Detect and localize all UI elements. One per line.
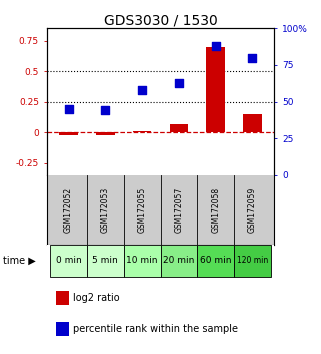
Bar bbox=[243, 114, 262, 132]
Bar bbox=[56, 322, 69, 336]
Bar bbox=[87, 245, 124, 277]
Text: time ▶: time ▶ bbox=[3, 256, 36, 266]
Title: GDS3030 / 1530: GDS3030 / 1530 bbox=[104, 13, 217, 27]
Bar bbox=[96, 132, 115, 135]
Text: 10 min: 10 min bbox=[126, 256, 158, 266]
Bar bbox=[50, 245, 87, 277]
Bar bbox=[197, 245, 234, 277]
Text: GSM172053: GSM172053 bbox=[101, 187, 110, 233]
Bar bbox=[170, 124, 188, 132]
Bar bbox=[56, 291, 69, 305]
Text: 0 min: 0 min bbox=[56, 256, 82, 266]
Text: log2 ratio: log2 ratio bbox=[73, 293, 119, 303]
Point bbox=[103, 108, 108, 113]
Text: 120 min: 120 min bbox=[237, 256, 268, 266]
Text: GSM172059: GSM172059 bbox=[248, 187, 257, 233]
Text: GSM172052: GSM172052 bbox=[64, 187, 73, 233]
Point bbox=[140, 87, 145, 93]
Point bbox=[176, 80, 181, 85]
Bar bbox=[206, 47, 225, 132]
Text: 20 min: 20 min bbox=[163, 256, 195, 266]
Text: 5 min: 5 min bbox=[92, 256, 118, 266]
Point bbox=[213, 43, 218, 49]
Bar bbox=[133, 131, 151, 132]
Text: GSM172057: GSM172057 bbox=[174, 187, 183, 233]
Text: GSM172058: GSM172058 bbox=[211, 187, 220, 233]
Bar bbox=[124, 245, 160, 277]
Text: 60 min: 60 min bbox=[200, 256, 231, 266]
Text: percentile rank within the sample: percentile rank within the sample bbox=[73, 324, 238, 335]
Point bbox=[66, 106, 71, 112]
Text: GSM172055: GSM172055 bbox=[138, 187, 147, 233]
Bar bbox=[160, 245, 197, 277]
Bar bbox=[59, 132, 78, 135]
Point bbox=[250, 55, 255, 61]
Bar bbox=[234, 245, 271, 277]
